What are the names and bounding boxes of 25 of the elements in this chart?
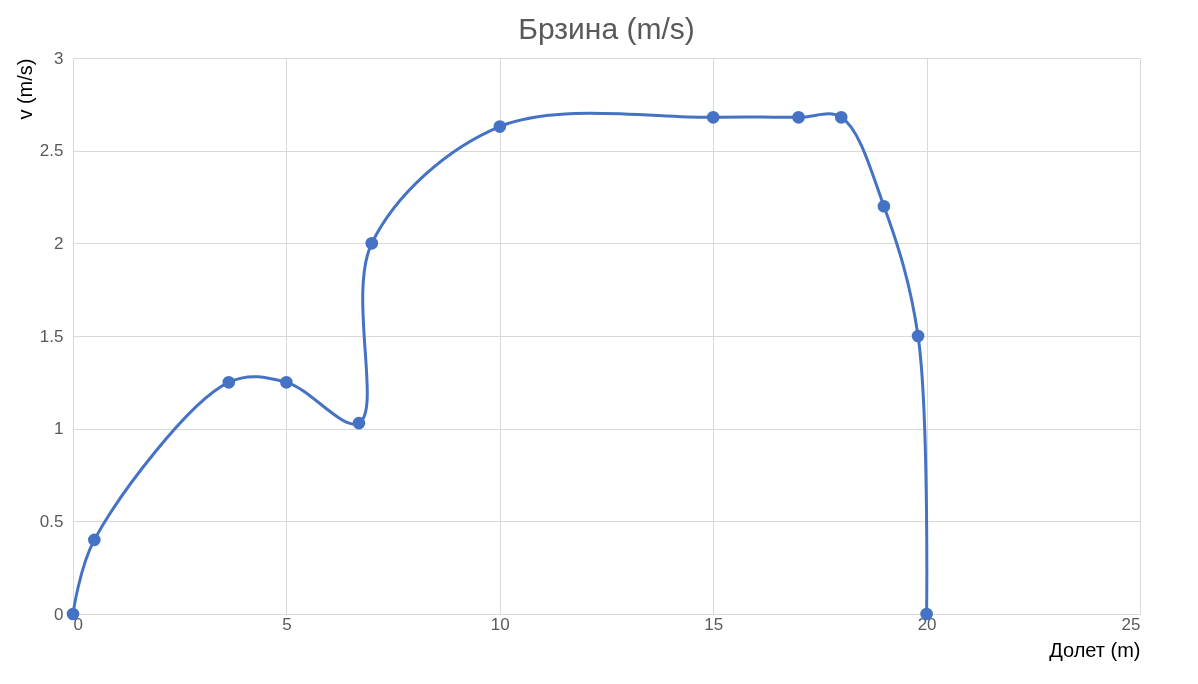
point [352,416,366,430]
x-tick-label: 25 [1121,614,1141,634]
x-tick-label: 10 [490,614,510,634]
x-axis-title: Долет (m) [1049,638,1141,661]
point [222,376,236,389]
y-tick-label: 3 [54,48,64,68]
y-axis-title: v (m/s) [13,58,36,120]
point [792,110,805,124]
point [88,533,101,547]
y-tick-label: 1.5 [39,326,64,346]
x-tick-label: 5 [282,614,292,634]
point [911,329,925,343]
point [280,376,293,389]
x-tick-label: 0 [73,614,83,634]
point [493,120,507,133]
point [877,199,891,213]
y-tick-label: 0.5 [39,511,64,531]
point [365,237,379,250]
y-tick-label: 2.5 [39,141,64,161]
point [834,110,848,124]
x-tick-label: 15 [704,614,724,634]
y-tick-label: 1 [54,419,64,439]
y-tick-label: 2 [54,233,64,253]
point [706,110,720,124]
chart-title: Брзина (m/s) [518,12,695,45]
